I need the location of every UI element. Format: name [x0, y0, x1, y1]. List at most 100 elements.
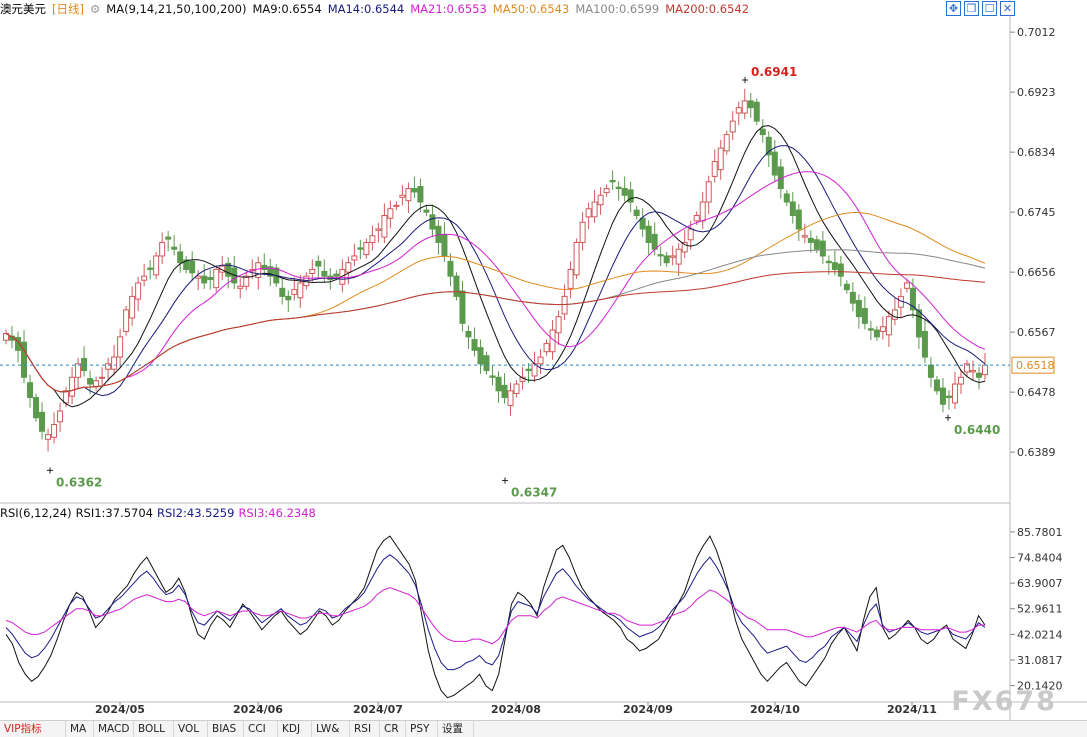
- candle-body: [363, 241, 370, 256]
- candle-body: [837, 263, 844, 277]
- x-tick-label: 2024/06: [233, 703, 283, 716]
- candle-body: [93, 380, 100, 388]
- candle-body: [903, 282, 910, 289]
- candle-body: [807, 237, 814, 243]
- ma50-label: MA50:0.6543: [492, 2, 570, 16]
- toolbar-tab[interactable]: LW&: [312, 721, 350, 737]
- candle-body: [345, 262, 352, 273]
- candle-body: [885, 316, 892, 336]
- candle-body: [39, 411, 46, 432]
- period-label[interactable]: [日线]: [52, 2, 84, 16]
- close-icon[interactable]: ✕: [1000, 1, 1015, 16]
- candle-body: [555, 316, 562, 334]
- toolbar-tab[interactable]: 设置: [438, 721, 474, 737]
- candle-body: [297, 282, 304, 299]
- maximize-icon[interactable]: ☐: [982, 1, 997, 16]
- candle-body: [15, 337, 22, 351]
- candle-body: [309, 268, 316, 274]
- toolbar-tab[interactable]: MA: [66, 721, 94, 737]
- x-tick-label: 2024/10: [750, 703, 800, 716]
- candle-body: [429, 214, 436, 230]
- settings-icon[interactable]: ⚙: [89, 2, 101, 16]
- candle-body: [177, 251, 184, 264]
- candle-body: [825, 260, 832, 264]
- candle-body: [477, 347, 484, 365]
- y-tick-label: 0.6923: [1017, 86, 1056, 99]
- candle-body: [831, 262, 838, 270]
- symbol-label: 澳元美元: [0, 2, 46, 16]
- candle-body: [639, 217, 646, 230]
- toolbar-tab[interactable]: MACD: [94, 721, 134, 737]
- candle-body: [453, 275, 460, 297]
- toolbar-tab[interactable]: VIP指标: [0, 721, 66, 737]
- toolbar-tab[interactable]: CCI: [244, 721, 278, 737]
- candle-body: [765, 136, 772, 156]
- toolbar-tab[interactable]: VOL: [174, 721, 208, 737]
- candle-body: [81, 357, 88, 372]
- candle-body: [129, 295, 136, 319]
- candle-body: [69, 376, 76, 397]
- y-tick-label: 0.6478: [1017, 386, 1056, 399]
- restore-icon[interactable]: ❐: [964, 1, 979, 16]
- candle-body: [669, 255, 676, 258]
- toolbar-tab[interactable]: CR: [380, 721, 406, 737]
- candle-body: [693, 215, 700, 222]
- toolbar-tab[interactable]: KDJ: [278, 721, 312, 737]
- candle-body: [165, 236, 172, 240]
- rsi-tick-label: 63.9007: [1017, 577, 1063, 590]
- candle-body: [879, 326, 886, 332]
- x-tick-label: 2024/07: [353, 703, 403, 716]
- candle-body: [207, 277, 214, 281]
- y-tick-label: 0.6656: [1017, 266, 1056, 279]
- watermark-logo: FX678: [951, 686, 1057, 717]
- candle-body: [57, 410, 64, 423]
- candle-body: [591, 201, 598, 218]
- ma200-label: MA200:0.6542: [665, 2, 750, 16]
- candle-body: [339, 268, 346, 285]
- y-tick-label: 0.6834: [1017, 146, 1056, 159]
- chart-canvas: 0.7012 0.6923 0.6834 0.6745 0.6656 0.6567 0.64…: [0, 0, 1087, 720]
- candle-body: [141, 275, 148, 281]
- rsi-tick-label: 20.1420: [1017, 680, 1063, 693]
- candle-body: [681, 241, 688, 253]
- current-price-label: 0.6518: [1016, 359, 1055, 372]
- candle-body: [447, 260, 454, 277]
- rsi-tick-label: 85.7801: [1017, 526, 1063, 539]
- candle-body: [459, 290, 466, 324]
- x-tick-label: 2024/08: [491, 703, 541, 716]
- candle-body: [351, 255, 358, 261]
- ma200-line: [5, 271, 986, 393]
- candle-body: [315, 260, 322, 267]
- candle-body: [387, 208, 394, 219]
- rsi1-label: RSI1:37.5704: [75, 506, 153, 520]
- current-price-box: [1011, 356, 1055, 374]
- indicator-toolbar: VIP指标 MA MACD BOLL VOL BIAS CCI KDJ LW& RSI CR PSY 设…: [0, 720, 1087, 737]
- candle-body: [621, 188, 628, 196]
- move-icon[interactable]: ✥: [946, 1, 961, 16]
- candle-body: [891, 309, 898, 320]
- toolbar-tab[interactable]: BIAS: [208, 721, 244, 737]
- x-tick-label: 2024/11: [887, 703, 937, 716]
- candle-body: [711, 161, 718, 177]
- candle-body: [423, 209, 430, 213]
- candle-body: [405, 188, 412, 202]
- candle-body: [99, 376, 106, 379]
- candle-body: [783, 193, 790, 203]
- candle-body: [417, 186, 424, 203]
- candle-body: [105, 363, 112, 370]
- candle-body: [465, 330, 472, 338]
- candle-body: [333, 273, 340, 277]
- candle-body: [801, 235, 808, 238]
- candle-body: [651, 233, 658, 250]
- annotation-label: 0.6362: [56, 475, 102, 489]
- candle-body: [75, 363, 82, 378]
- candle-body: [813, 239, 820, 250]
- toolbar-tab[interactable]: PSY: [406, 721, 438, 737]
- candle-body: [147, 267, 154, 270]
- rsi-header: RSI(6,12,24) RSI1:37.5704 RSI2:43.5259 RSI3…: [0, 505, 320, 521]
- ma21-label: MA21:0.6553: [410, 2, 487, 16]
- toolbar-tab[interactable]: RSI: [350, 721, 380, 737]
- candle-body: [771, 151, 778, 176]
- candle-body: [753, 101, 760, 122]
- toolbar-tab[interactable]: BOLL: [134, 721, 174, 737]
